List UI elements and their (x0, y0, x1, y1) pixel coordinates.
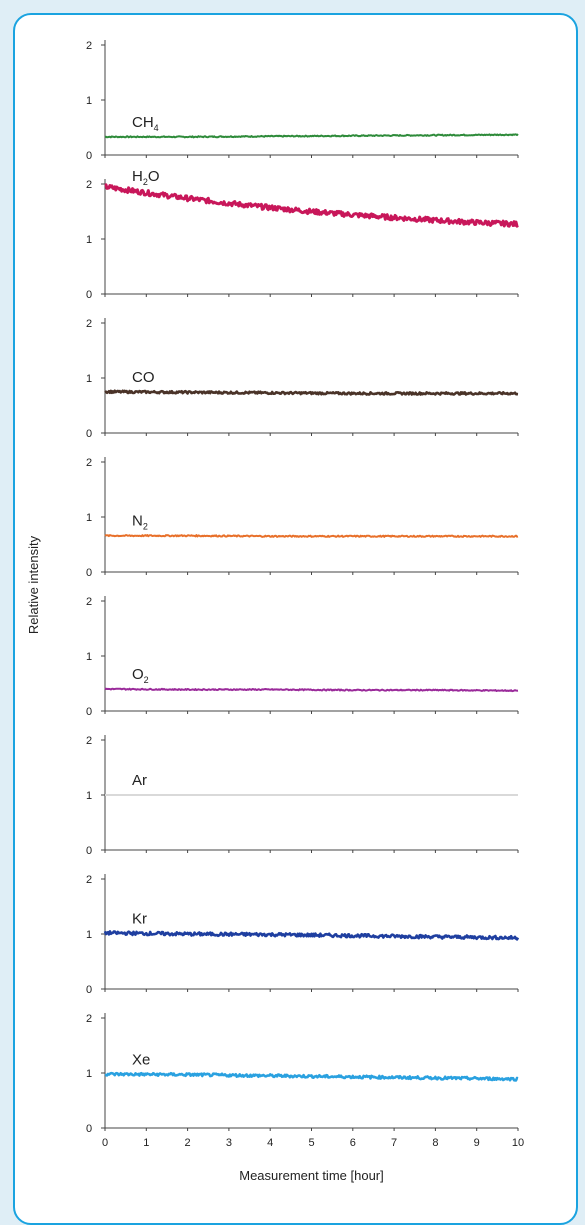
x-tick-label: 2 (185, 1137, 191, 1149)
y-tick-label: 2 (86, 457, 92, 469)
y-tick-label: 0 (86, 845, 92, 857)
x-tick-label: 4 (267, 1137, 273, 1149)
y-tick-label: 0 (86, 567, 92, 579)
y-tick-label: 1 (86, 234, 92, 246)
species-label: Kr (132, 910, 147, 927)
y-tick-label: 1 (86, 95, 92, 107)
x-tick-label: 5 (308, 1137, 314, 1149)
panel-h: 0 1 2 H2O (86, 168, 519, 301)
y-tick-label: 1 (86, 512, 92, 524)
panel-o: 0 1 2 O2 (86, 596, 519, 718)
y-tick-label: 2 (86, 874, 92, 886)
y-tick-label: 2 (86, 735, 92, 747)
y-tick-label: 1 (86, 790, 92, 802)
y-tick-label: 0 (86, 706, 92, 718)
species-label: CH4 (132, 114, 159, 133)
y-tick-label: 0 (86, 1123, 92, 1135)
y-tick-label: 1 (86, 651, 92, 663)
series-line-xe (104, 1071, 519, 1082)
series-line-o (104, 687, 519, 693)
y-tick-label: 2 (86, 596, 92, 608)
panel-co: 0 1 2 CO (86, 318, 519, 440)
y-tick-label: 2 (86, 318, 92, 330)
panel-kr: 0 1 2 Kr (86, 874, 520, 996)
species-label: Ar (132, 772, 147, 789)
y-tick-label: 2 (86, 40, 92, 52)
species-label: Xe (132, 1051, 150, 1068)
x-tick-label: 8 (432, 1137, 438, 1149)
y-tick-label: 0 (86, 428, 92, 440)
chart-card (13, 13, 578, 1225)
x-tick-label: 9 (474, 1137, 480, 1149)
x-tick-label: 1 (143, 1137, 149, 1149)
species-label: CO (132, 369, 155, 386)
panel-n: 0 1 2 N2 (86, 457, 519, 579)
x-tick-label: 6 (350, 1137, 356, 1149)
x-axis-title: Measurement time [hour] (239, 1168, 384, 1183)
x-tick-label: 10 (512, 1137, 524, 1149)
panel-ar: 0 1 2 Ar (86, 735, 519, 857)
species-label: H2O (132, 168, 160, 187)
y-tick-label: 1 (86, 373, 92, 385)
series-line-ch (104, 133, 519, 139)
species-label: O2 (132, 666, 149, 685)
y-tick-label: 0 (86, 289, 92, 301)
series-line-co (104, 389, 519, 396)
series-line-n (104, 534, 519, 538)
panel-xe: 0 1 2 Xe (86, 1013, 519, 1135)
species-label: N2 (132, 513, 148, 532)
series-line-kr (103, 930, 520, 941)
y-tick-label: 0 (86, 150, 92, 162)
x-tick-label: 0 (102, 1137, 108, 1149)
y-tick-label: 1 (86, 1068, 92, 1080)
series-line-h (104, 183, 519, 228)
y-tick-label: 2 (86, 1013, 92, 1025)
y-tick-label: 0 (86, 984, 92, 996)
x-tick-label: 3 (226, 1137, 232, 1149)
y-tick-label: 1 (86, 929, 92, 941)
x-tick-label: 7 (391, 1137, 397, 1149)
y-tick-label: 2 (86, 179, 92, 191)
y-axis-title: Relative intensity (26, 535, 41, 634)
panel-ch: 0 1 2 CH4 (86, 40, 519, 162)
